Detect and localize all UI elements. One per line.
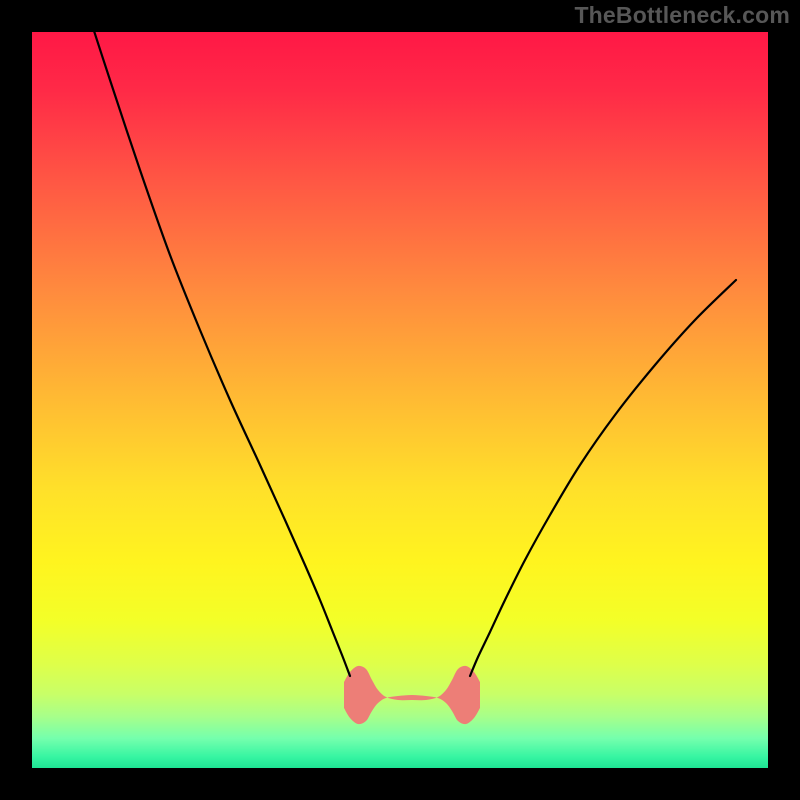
valley-band — [344, 666, 480, 724]
curve-layer — [32, 32, 768, 768]
left-curve — [84, 32, 350, 676]
right-curve — [470, 280, 736, 676]
watermark-text: TheBottleneck.com — [574, 2, 790, 29]
plot-frame — [32, 32, 768, 768]
